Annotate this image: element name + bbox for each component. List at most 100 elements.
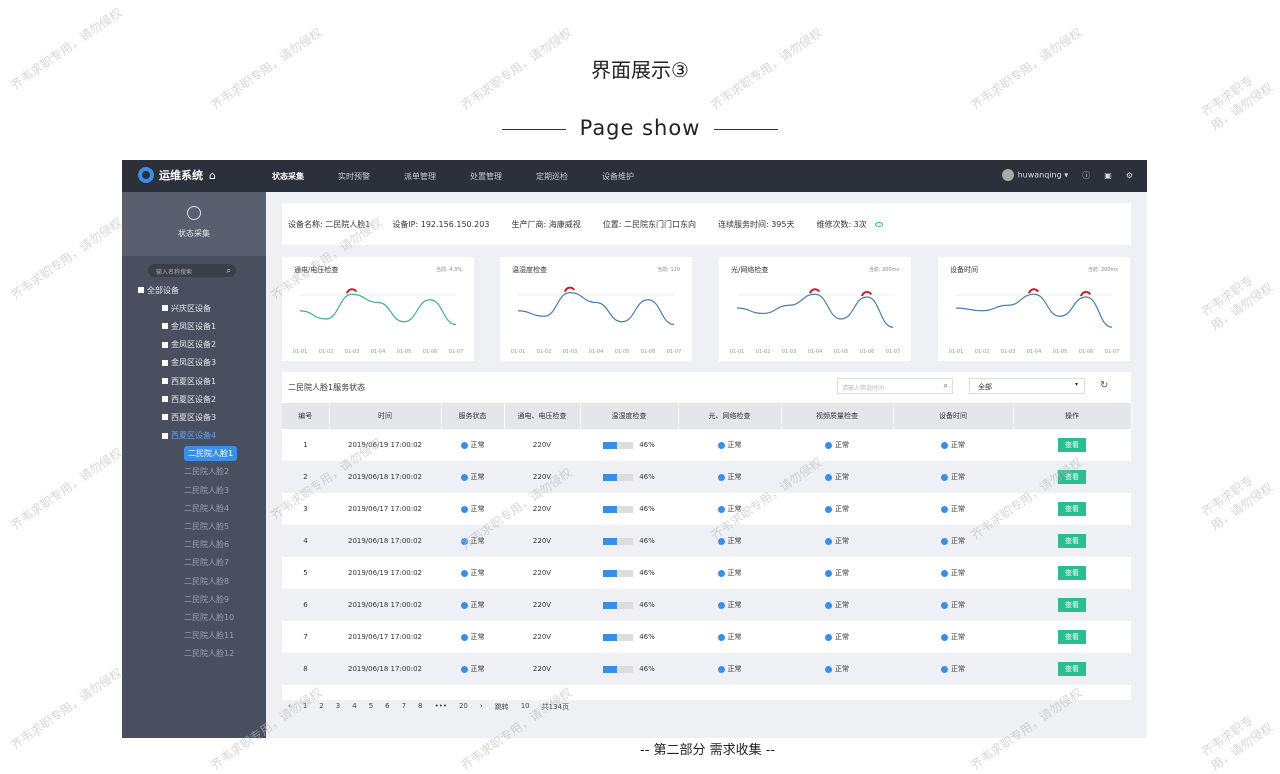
page-button[interactable]: 7 <box>401 702 407 710</box>
expand-icon[interactable] <box>162 414 168 421</box>
view-button[interactable]: 查看 <box>1058 534 1086 548</box>
x-tick-label: 01-07 <box>667 349 682 355</box>
tree-group[interactable]: 金凤区设备1 <box>138 317 266 335</box>
check-circle-icon <box>460 569 468 577</box>
nav-tab-4[interactable]: 定期巡检 <box>536 171 568 181</box>
tree-device[interactable]: 二民院人脸1 <box>138 445 266 463</box>
nav-tab-5[interactable]: 设备维护 <box>602 171 634 181</box>
tree-group-label: 金凤区设备1 <box>171 321 217 331</box>
nav-tab-3[interactable]: 处置管理 <box>470 171 502 181</box>
tree-device[interactable]: 二民院人脸8 <box>138 572 266 590</box>
nav-tab-1[interactable]: 实时预警 <box>338 171 370 181</box>
table-cell: 正常 <box>441 525 504 557</box>
table-cell: 46% <box>580 493 678 525</box>
chart-current: 当前: 110 <box>657 267 680 273</box>
page-button[interactable]: 20 <box>458 702 468 710</box>
device-repairs: 维修次数: 3次 <box>816 219 867 229</box>
table-cell: 8 <box>282 653 329 685</box>
tree-group[interactable]: 金凤区设备2 <box>138 336 266 354</box>
page-button[interactable]: 5 <box>368 702 374 710</box>
view-button[interactable]: 查看 <box>1058 662 1086 676</box>
expand-icon[interactable] <box>162 396 168 403</box>
check-circle-icon <box>460 441 468 449</box>
page-size-select[interactable]: 10 <box>520 702 530 710</box>
home-icon[interactable]: ⌂ <box>209 168 216 182</box>
tree-device[interactable]: 二民院人脸12 <box>138 645 266 663</box>
tree-device[interactable]: 二民院人脸11 <box>138 627 266 645</box>
sidebar-section-title[interactable]: 状态采集 <box>178 229 210 238</box>
gift-icon[interactable]: ▣ <box>1104 170 1112 180</box>
tree-device-label: 二民院人脸1 <box>184 446 238 462</box>
x-tick-label: 01-07 <box>1105 349 1120 355</box>
page-button[interactable]: 3 <box>335 702 341 710</box>
time-filter-input[interactable]: 请输入筛选时间 ⌕ <box>837 378 953 394</box>
page-button[interactable]: 1 <box>302 702 308 710</box>
collapse-icon[interactable] <box>138 287 144 294</box>
cell-text: 220V <box>532 601 552 609</box>
x-tick-label: 01-07 <box>449 349 464 355</box>
prev-page-button[interactable]: ‹ <box>288 702 291 710</box>
logo[interactable]: 运维系统 ⌂ <box>138 167 216 183</box>
expand-icon[interactable] <box>162 305 168 312</box>
progress-bar <box>603 537 634 545</box>
search-icon[interactable]: ⌕ <box>226 266 231 275</box>
expand-icon[interactable] <box>162 378 168 385</box>
expand-icon[interactable] <box>162 432 168 439</box>
tree-group[interactable]: 金凤区设备3 <box>138 354 266 372</box>
page-button[interactable]: 8 <box>418 702 423 710</box>
tree-group[interactable]: 西夏区设备1 <box>138 372 266 390</box>
tree-device[interactable]: 二民院人脸7 <box>138 554 266 572</box>
table-cell: 正常 <box>678 429 781 461</box>
x-tick-label: 01-03 <box>782 349 797 355</box>
status-text: 正常 <box>470 441 485 449</box>
x-tick-label: 01-06 <box>641 349 656 355</box>
expand-icon[interactable] <box>162 341 168 348</box>
check-circle-icon <box>460 473 468 481</box>
table-cell: 2019/06/17 17:00:02 <box>329 493 441 525</box>
tree-device[interactable]: 二民院人脸4 <box>138 499 266 517</box>
table-cell: 查看 <box>1013 621 1131 653</box>
view-button[interactable]: 查看 <box>1058 502 1086 516</box>
status-text: 正常 <box>470 633 485 641</box>
table-cell: 正常 <box>893 621 1013 653</box>
page-button[interactable]: 6 <box>385 702 390 710</box>
status-filter-select[interactable]: 全部 ▾ <box>969 378 1085 394</box>
chart-card: 设备时间 当前: 200ms 01-01 01-02 01-03 01-04 01-05 01… <box>938 257 1130 361</box>
help-icon[interactable]: ⓘ <box>1082 170 1091 180</box>
expand-icon[interactable] <box>162 323 168 330</box>
tree-device[interactable]: 二民院人脸10 <box>138 608 266 626</box>
tree-device[interactable]: 二民院人脸3 <box>138 481 266 499</box>
x-tick-label: 01-05 <box>397 349 412 355</box>
tree-group[interactable]: 西夏区设备3 <box>138 408 266 426</box>
nav-tab-2[interactable]: 派单管理 <box>404 171 436 181</box>
nav-tab-0[interactable]: 状态采集 <box>272 171 304 181</box>
x-tick-label: 01-02 <box>537 349 552 355</box>
view-button[interactable]: 查看 <box>1058 470 1086 484</box>
user-menu[interactable]: huwanqing ▾ <box>1001 169 1068 181</box>
tree-group[interactable]: 西夏区设备4 <box>138 427 266 445</box>
eye-icon[interactable] <box>874 221 883 227</box>
refresh-icon[interactable]: ↻ <box>1100 380 1109 391</box>
tree-device-label: 二民院人脸3 <box>184 485 230 495</box>
view-button[interactable]: 查看 <box>1058 566 1086 580</box>
status-text: 正常 <box>727 665 742 673</box>
view-button[interactable]: 查看 <box>1058 598 1086 612</box>
table-cell: 46% <box>580 429 678 461</box>
tree-device[interactable]: 二民院人脸9 <box>138 590 266 608</box>
tree-device[interactable]: 二民院人脸5 <box>138 517 266 535</box>
next-page-button[interactable]: › <box>479 702 483 710</box>
view-button[interactable]: 查看 <box>1058 438 1086 452</box>
search-icon[interactable]: ⌕ <box>943 381 948 390</box>
view-button[interactable]: 查看 <box>1058 630 1086 644</box>
settings-icon[interactable]: ⚙ <box>1125 170 1133 180</box>
tree-group[interactable]: 西夏区设备2 <box>138 390 266 408</box>
expand-icon[interactable] <box>162 359 168 366</box>
page-button[interactable]: 2 <box>319 702 324 710</box>
tree-device[interactable]: 二民院人脸2 <box>138 463 266 481</box>
tree-root[interactable]: 全部设备 <box>138 281 266 299</box>
sidebar-search-input[interactable]: 输入名称搜索 ⌕ <box>148 264 236 277</box>
tree-device[interactable]: 二民院人脸6 <box>138 536 266 554</box>
tree-group[interactable]: 兴庆区设备 <box>138 299 266 317</box>
page-button[interactable]: 4 <box>352 702 357 710</box>
page-button[interactable]: ••• <box>434 702 447 710</box>
